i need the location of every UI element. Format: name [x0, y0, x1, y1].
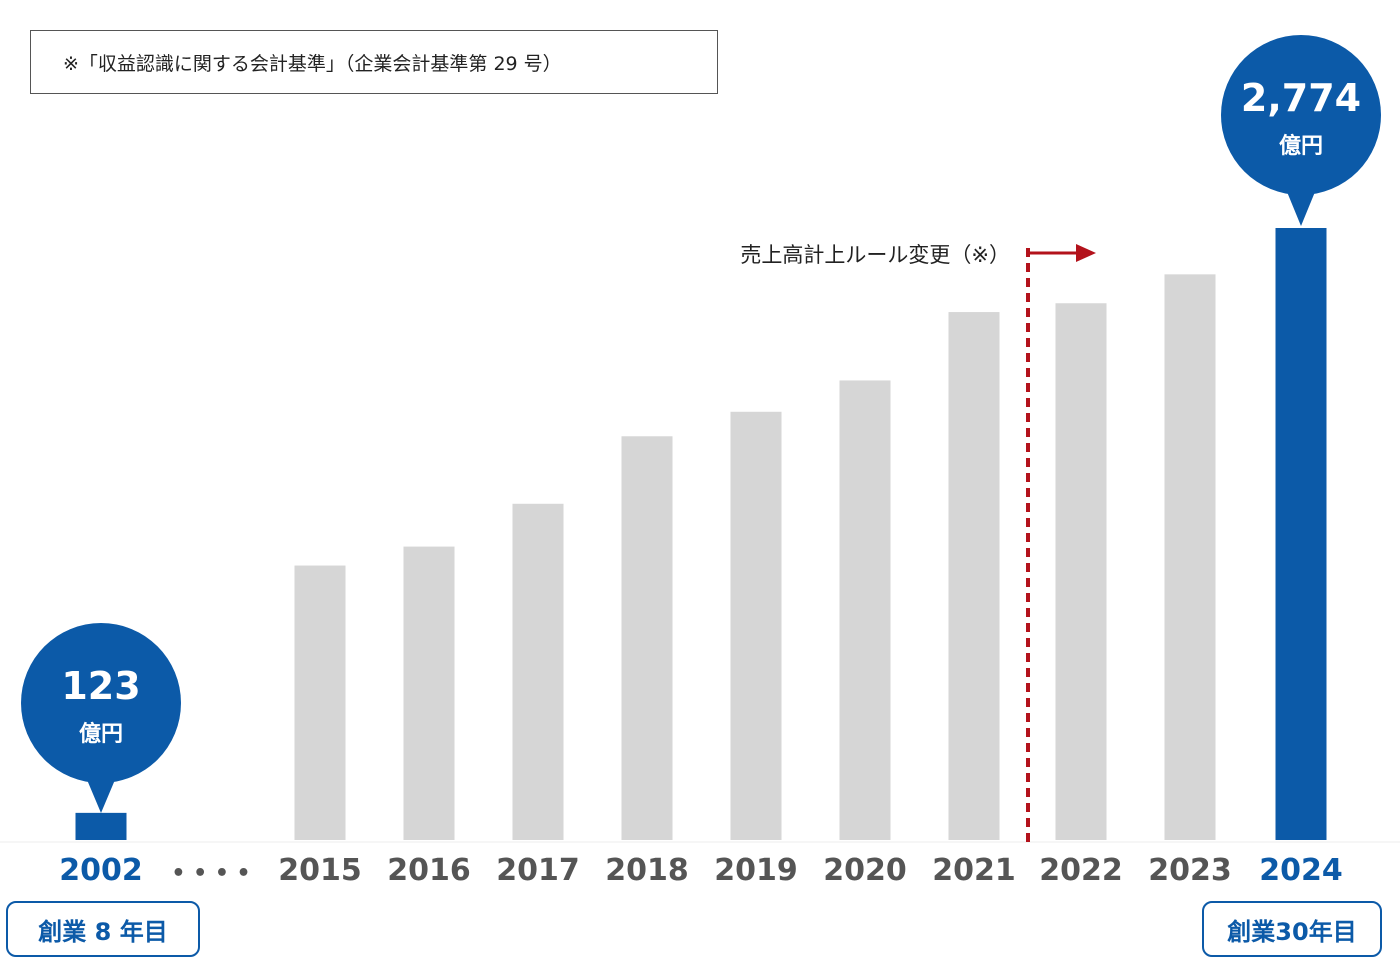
x-tick-label-2024: 2024	[1259, 853, 1343, 888]
callout-2024-value: 2,774	[1241, 76, 1361, 120]
rule-change-label: 売上高計上ルール変更（※）	[740, 243, 1010, 267]
bar-2019	[730, 411, 782, 840]
x-tick-label-2017: 2017	[496, 853, 580, 888]
bar-2016	[403, 546, 455, 840]
founding-year-badge-start: 創業 8 年目	[6, 901, 200, 957]
bar-2020	[839, 380, 891, 840]
x-tick-label-2018: 2018	[605, 853, 689, 888]
callout-2002-value: 123	[61, 664, 140, 708]
bar-2023	[1164, 274, 1216, 840]
bar-2015	[294, 565, 346, 840]
revenue-bar-chart: 2002 2015 2016 2017 2018 2019 2020 2021 2022 2023…	[0, 35, 1400, 888]
founding-year-badge-end: 創業30年目	[1202, 901, 1382, 957]
x-tick-label-2016: 2016	[387, 853, 471, 888]
bar-2024	[1275, 228, 1327, 840]
x-tick-label-2022: 2022	[1039, 853, 1123, 888]
x-tick-label-2023: 2023	[1148, 853, 1232, 888]
callout-2024-pointer	[1285, 187, 1317, 226]
bar-2022	[1055, 303, 1107, 840]
x-tick-label-2021: 2021	[932, 853, 1016, 888]
callout-2024-unit: 億円	[1279, 133, 1323, 159]
callout-2002-unit: 億円	[79, 721, 123, 747]
x-tick-label-2015: 2015	[278, 853, 362, 888]
callout-2002-circle	[21, 623, 181, 783]
callout-2002-pointer	[85, 775, 117, 813]
callout-2024-circle	[1221, 35, 1381, 195]
rule-change-arrow-icon	[1076, 244, 1096, 262]
bar-2002	[75, 812, 127, 840]
bar-2017	[512, 503, 564, 840]
x-tick-label-2020: 2020	[823, 853, 907, 888]
x-tick-label-2002: 2002	[59, 853, 143, 888]
x-tick-label-2019: 2019	[714, 853, 798, 888]
bar-2021	[948, 312, 1000, 840]
footnote-box: ※「収益認識に関する会計基準」（企業会計基準第 29 号）	[30, 30, 718, 94]
bar-2018	[621, 436, 673, 840]
axis-break-ellipsis: • • • •	[171, 861, 250, 886]
